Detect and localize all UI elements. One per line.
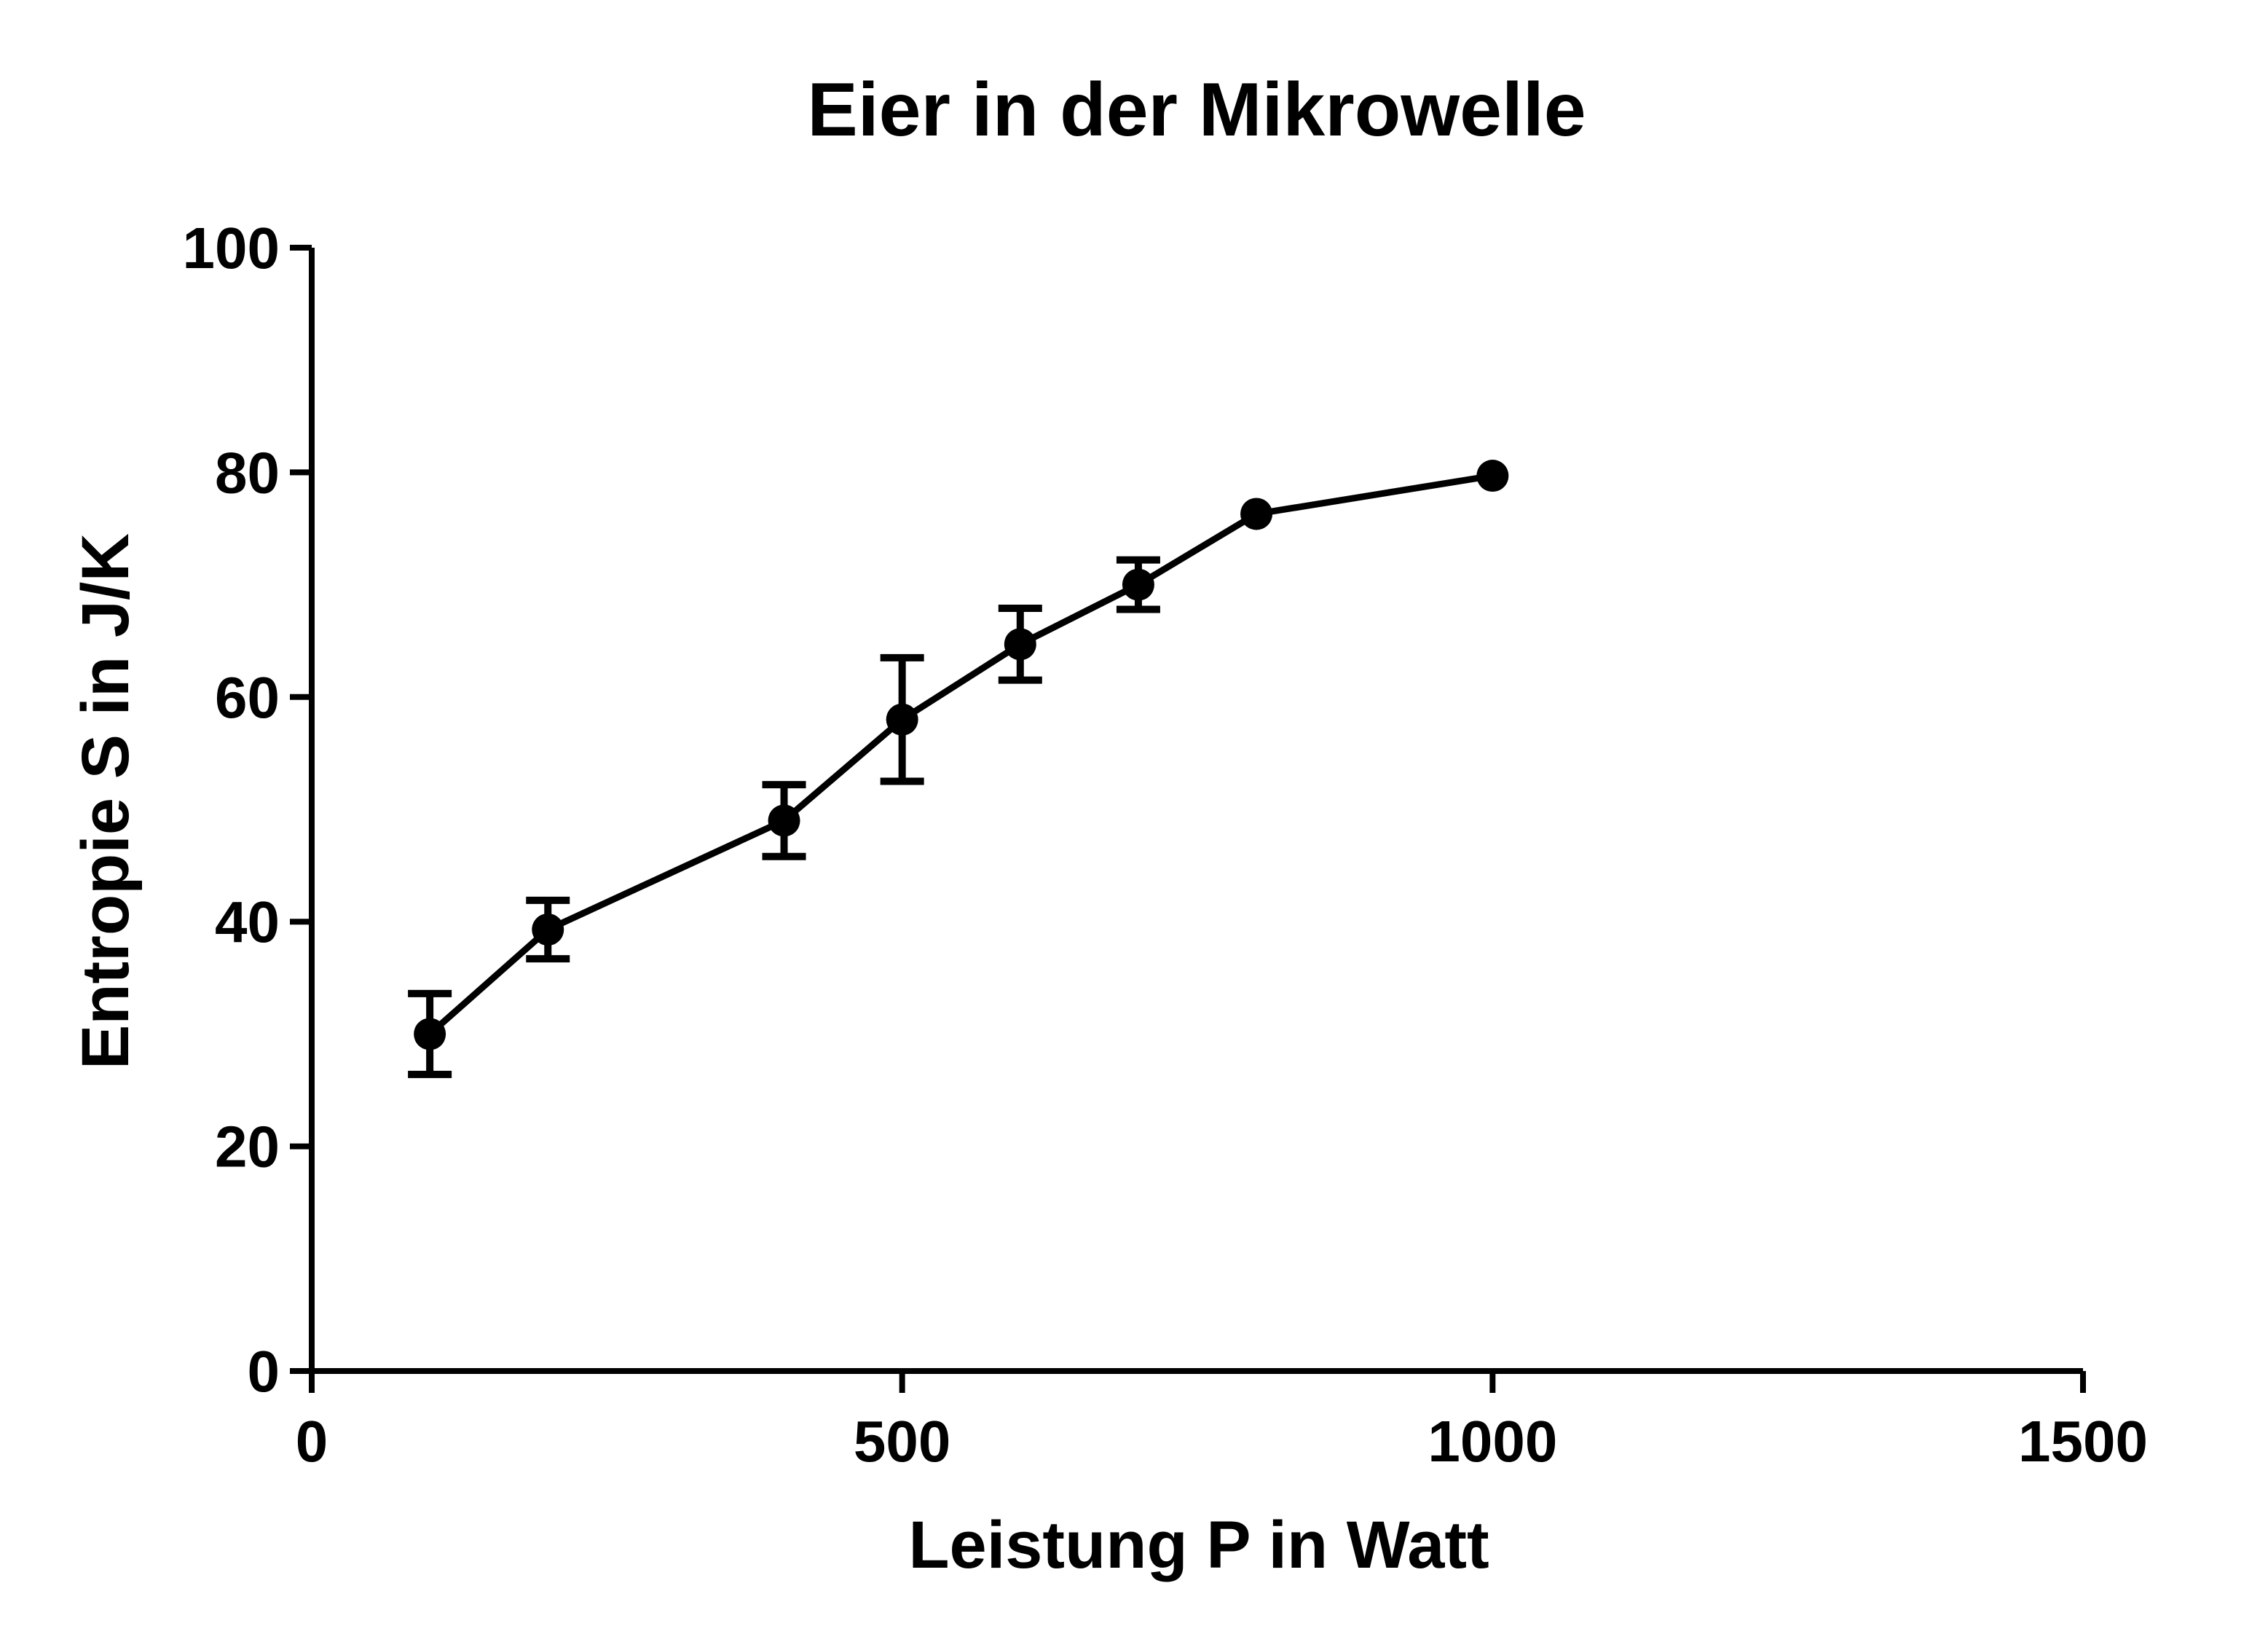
data-point [414, 1018, 446, 1050]
series-line [428, 472, 1494, 1037]
y-tick-label: 20 [215, 1115, 280, 1179]
data-point [1122, 568, 1154, 601]
chart-title: Eier in der Mikrowelle [807, 68, 1586, 152]
y-tick-label: 40 [215, 889, 280, 954]
x-tick-label: 0 [296, 1409, 328, 1474]
y-tick-label: 0 [248, 1339, 280, 1404]
y-tick-label: 100 [183, 216, 280, 280]
y-tick-label: 80 [215, 440, 280, 505]
data-point [768, 804, 800, 837]
y-tick-label: 60 [215, 665, 280, 730]
data-point [1240, 498, 1273, 530]
data-point [1476, 460, 1509, 492]
series-marks [408, 460, 1509, 1078]
x-axis-label: Leistung P in Watt [908, 1508, 1489, 1582]
x-tick-label: 1500 [2018, 1409, 2148, 1474]
x-tick-label: 500 [854, 1409, 950, 1474]
data-point [532, 913, 564, 946]
data-point [1004, 628, 1036, 661]
y-axis-label: Entropie S in J/K [68, 533, 143, 1069]
data-point [886, 703, 918, 736]
x-tick-label: 1000 [1428, 1409, 1557, 1474]
